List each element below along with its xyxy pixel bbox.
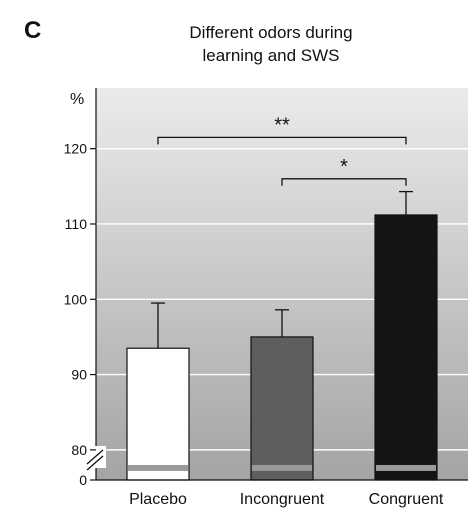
y-tick-label-zero: 0 xyxy=(79,472,87,488)
chart-title-line1: Different odors during xyxy=(189,23,352,42)
y-ticks: 80 90 100 110 120 0 xyxy=(64,141,96,488)
x-tick-label: Placebo xyxy=(129,491,187,508)
y-tick-label: 80 xyxy=(71,442,87,458)
bar-congruent xyxy=(374,214,438,481)
significance-group: *** xyxy=(157,114,407,186)
bar-incongruent xyxy=(250,336,314,481)
x-tick-label: Congruent xyxy=(369,491,444,508)
significance-label: ** xyxy=(274,114,290,136)
y-tick-label: 120 xyxy=(64,141,88,157)
y-axis-label: % xyxy=(70,91,84,108)
y-tick-label: 90 xyxy=(71,367,87,383)
bar-placebo xyxy=(126,347,190,481)
bars-group xyxy=(126,190,438,481)
panel-label: C xyxy=(24,17,41,44)
x-tick-labels: Placebo Incongruent Congruent xyxy=(129,491,444,508)
chart-title-line2: learning and SWS xyxy=(202,46,339,65)
axis-break-mark xyxy=(84,446,106,471)
significance-bracket xyxy=(157,136,407,145)
bar-baseline-stripe xyxy=(128,464,188,471)
x-tick-label: Incongruent xyxy=(240,491,325,508)
significance-bracket xyxy=(281,178,407,186)
y-tick-label: 110 xyxy=(65,216,88,232)
bar-baseline-stripe xyxy=(376,464,436,471)
significance-label: * xyxy=(340,156,348,178)
bar-baseline-stripe xyxy=(252,464,312,471)
y-tick-label: 100 xyxy=(64,291,88,307)
